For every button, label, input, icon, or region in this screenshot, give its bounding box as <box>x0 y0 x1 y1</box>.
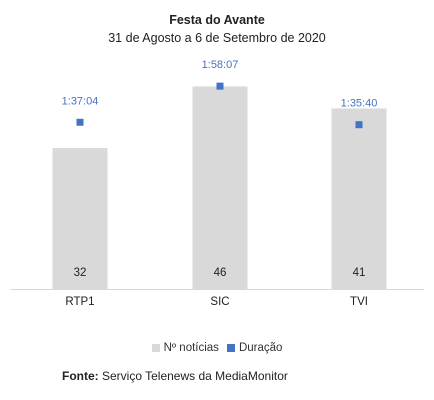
legend-item-noticias: Nº notícias <box>151 342 219 354</box>
x-tick-label-rtp1: RTP1 <box>65 296 94 308</box>
x-tick-label-tvi: TVI <box>350 296 368 308</box>
duration-label-sic: 1:58:07 <box>202 59 239 71</box>
legend-label-duracao: Duração <box>238 342 283 354</box>
source-label: Fonte: <box>62 369 99 383</box>
bar-tvi <box>331 108 387 289</box>
bar-label-sic: 46 <box>214 267 227 279</box>
legend: Nº notícias Duração <box>0 342 434 354</box>
chart-title: Festa do Avante <box>169 13 265 27</box>
duration-marker-tvi <box>355 121 363 129</box>
duration-label-rtp1: 1:37:04 <box>62 95 99 107</box>
x-tick-label-sic: SIC <box>210 296 229 308</box>
source-note: Fonte: Serviço Telenews da MediaMonitor <box>62 369 288 383</box>
bar-sic <box>192 86 248 289</box>
duration-marker-sic <box>216 82 224 90</box>
bar-label-rtp1: 32 <box>74 267 87 279</box>
legend-swatch-noticias <box>151 344 160 352</box>
bar-rtp1 <box>52 148 108 289</box>
chart-subtitle: 31 de Agosto a 6 de Setembro de 2020 <box>108 31 326 45</box>
legend-swatch-duracao <box>226 344 235 352</box>
source-text: Serviço Telenews da MediaMonitor <box>98 369 288 383</box>
legend-label-noticias: Nº notícias <box>163 342 219 354</box>
bar-label-tvi: 41 <box>353 267 366 279</box>
duration-label-tvi: 1:35:40 <box>341 98 378 110</box>
legend-item-duracao: Duração <box>226 342 283 354</box>
duration-marker-rtp1 <box>76 118 84 126</box>
